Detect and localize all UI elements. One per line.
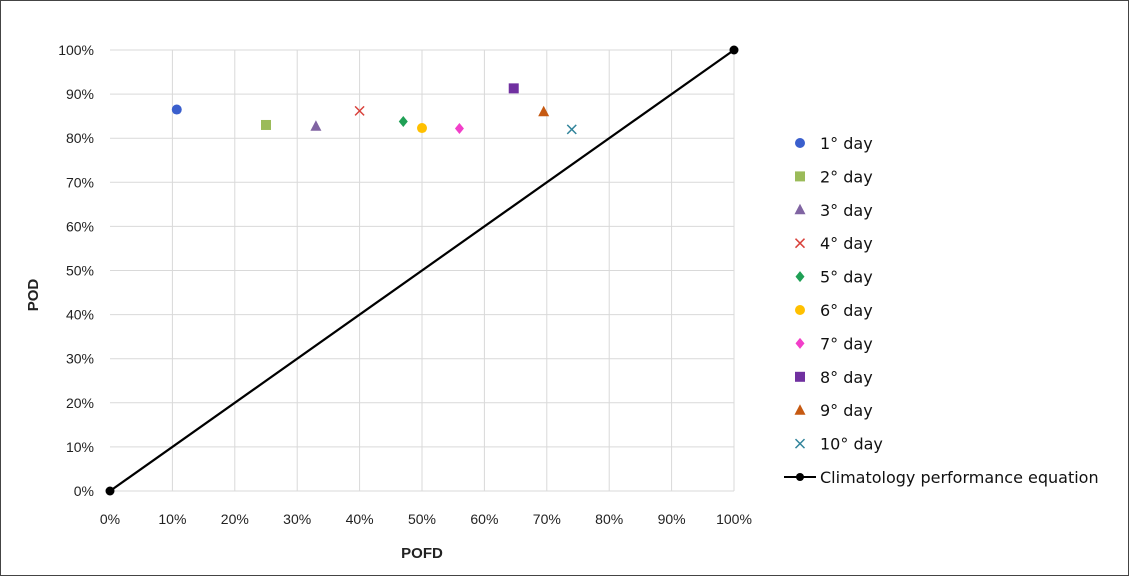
x-axis-title: POFD	[401, 545, 443, 562]
legend-label: 9° day	[820, 401, 873, 420]
data-point-3	[310, 120, 322, 131]
data-point-7	[454, 122, 464, 134]
legend-item: 6° day	[795, 301, 873, 320]
legend-item: Climatology performance equation	[784, 468, 1099, 487]
legend-label: 2° day	[820, 167, 873, 186]
y-axis-title: POD	[25, 279, 42, 312]
x-tick-label: 90%	[658, 511, 686, 527]
legend-item: 4° day	[794, 234, 873, 253]
marker-triangle	[794, 203, 806, 215]
x-tick-label: 0%	[100, 511, 120, 527]
legend-swatch	[795, 271, 805, 283]
data-point-4	[354, 105, 365, 116]
legend-item: 3° day	[794, 201, 873, 220]
marker-x-stroke	[794, 238, 806, 249]
legend-item: 9° day	[794, 401, 873, 420]
legend-label: 4° day	[820, 234, 873, 253]
data-point-10	[566, 124, 577, 135]
marker-diamond	[795, 271, 805, 283]
data-point-6	[417, 123, 427, 134]
legend-item: 8° day	[795, 368, 873, 387]
legend-swatch	[794, 438, 806, 449]
legend-label: 7° day	[820, 334, 873, 353]
climatology-endpoint	[105, 486, 115, 496]
marker-circle	[171, 104, 182, 115]
legend-item: 5° day	[795, 268, 873, 287]
data-point-1	[171, 104, 182, 115]
data-point-2	[261, 119, 271, 130]
marker-x-stroke	[354, 105, 365, 116]
legend-label: Climatology performance equation	[820, 468, 1099, 487]
gridlines	[110, 49, 735, 492]
legend-item: 7° day	[795, 334, 873, 353]
y-tick-label: 90%	[66, 86, 94, 102]
x-tick-label: 10%	[158, 511, 186, 527]
y-tick-label: 100%	[58, 42, 94, 58]
data-point-9	[538, 105, 550, 117]
marker-square	[795, 171, 805, 182]
legend-label: 5° day	[820, 268, 873, 287]
legend-swatch	[795, 138, 805, 148]
legend-label: 3° day	[820, 201, 873, 220]
legend-swatch	[795, 171, 805, 182]
data-point-8	[508, 83, 519, 94]
marker-square	[508, 83, 519, 94]
marker-diamond	[398, 115, 408, 127]
legend-label: 8° day	[820, 368, 873, 387]
x-tick-label: 100%	[716, 511, 752, 527]
legend-item: 2° day	[795, 167, 873, 186]
legend-swatch	[794, 203, 806, 215]
legend-line-dot	[796, 473, 804, 481]
x-tick-label: 80%	[595, 511, 623, 527]
marker-x-stroke	[566, 124, 577, 135]
climatology-line	[109, 49, 735, 492]
marker-diamond	[795, 337, 805, 349]
marker-diamond	[454, 122, 464, 134]
legend-swatch	[795, 305, 805, 315]
marker-circle	[795, 305, 805, 315]
x-tick-label: 20%	[221, 511, 249, 527]
legend: 1° day 2° day 3° day 4° day 5° day 6° day 7° d…	[784, 134, 1099, 487]
marker-x-stroke	[794, 438, 806, 449]
x-tick-label: 60%	[470, 511, 498, 527]
legend-swatch	[794, 404, 806, 415]
y-tick-label: 50%	[66, 263, 94, 279]
data-markers	[171, 83, 577, 135]
legend-label: 1° day	[820, 134, 873, 153]
y-tick-label: 60%	[66, 218, 94, 234]
legend-label: 6° day	[820, 301, 873, 320]
marker-square	[261, 119, 271, 130]
x-tick-label: 30%	[283, 511, 311, 527]
x-tick-label: 40%	[346, 511, 374, 527]
marker-circle	[417, 123, 427, 134]
legend-swatch	[794, 238, 806, 249]
y-tick-label: 20%	[66, 395, 94, 411]
y-tick-label: 80%	[66, 130, 94, 146]
marker-square	[795, 371, 805, 382]
marker-circle	[795, 138, 805, 148]
y-axis-ticks: 0% 10% 20% 30% 40% 50% 60% 70% 80% 90% 100%	[58, 42, 94, 499]
data-point-5	[398, 115, 408, 127]
x-tick-label: 70%	[533, 511, 561, 527]
legend-swatch	[795, 371, 805, 382]
climatology-endpoint	[729, 45, 739, 55]
legend-label: 10° day	[820, 435, 883, 454]
legend-item: 1° day	[795, 134, 873, 153]
marker-triangle	[310, 120, 322, 131]
climatology-line-layer	[105, 45, 739, 496]
marker-triangle	[538, 105, 550, 117]
legend-item: 10° day	[794, 435, 883, 454]
y-tick-label: 40%	[66, 307, 94, 323]
y-tick-label: 30%	[66, 351, 94, 367]
marker-triangle	[794, 404, 806, 415]
y-tick-label: 0%	[74, 483, 94, 499]
legend-swatch	[784, 473, 816, 481]
x-axis-ticks: 0% 10% 20% 30% 40% 50% 60% 70% 80% 90% 100%	[100, 511, 752, 527]
y-tick-label: 70%	[66, 174, 94, 190]
legend-swatch	[795, 337, 805, 349]
x-tick-label: 50%	[408, 511, 436, 527]
y-tick-label: 10%	[66, 439, 94, 455]
